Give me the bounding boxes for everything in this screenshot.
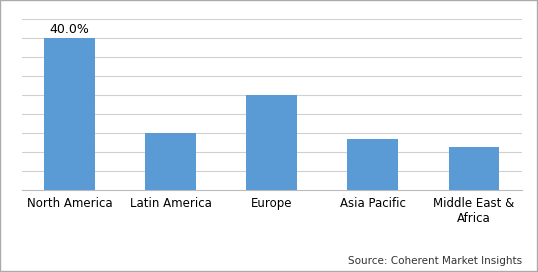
Text: Source: Coherent Market Insights: Source: Coherent Market Insights <box>348 255 522 265</box>
Bar <box>44 38 95 190</box>
Text: 40.0%: 40.0% <box>49 23 89 36</box>
Bar <box>348 139 398 190</box>
Bar <box>145 133 196 190</box>
Bar <box>449 147 499 190</box>
Bar <box>246 95 297 190</box>
